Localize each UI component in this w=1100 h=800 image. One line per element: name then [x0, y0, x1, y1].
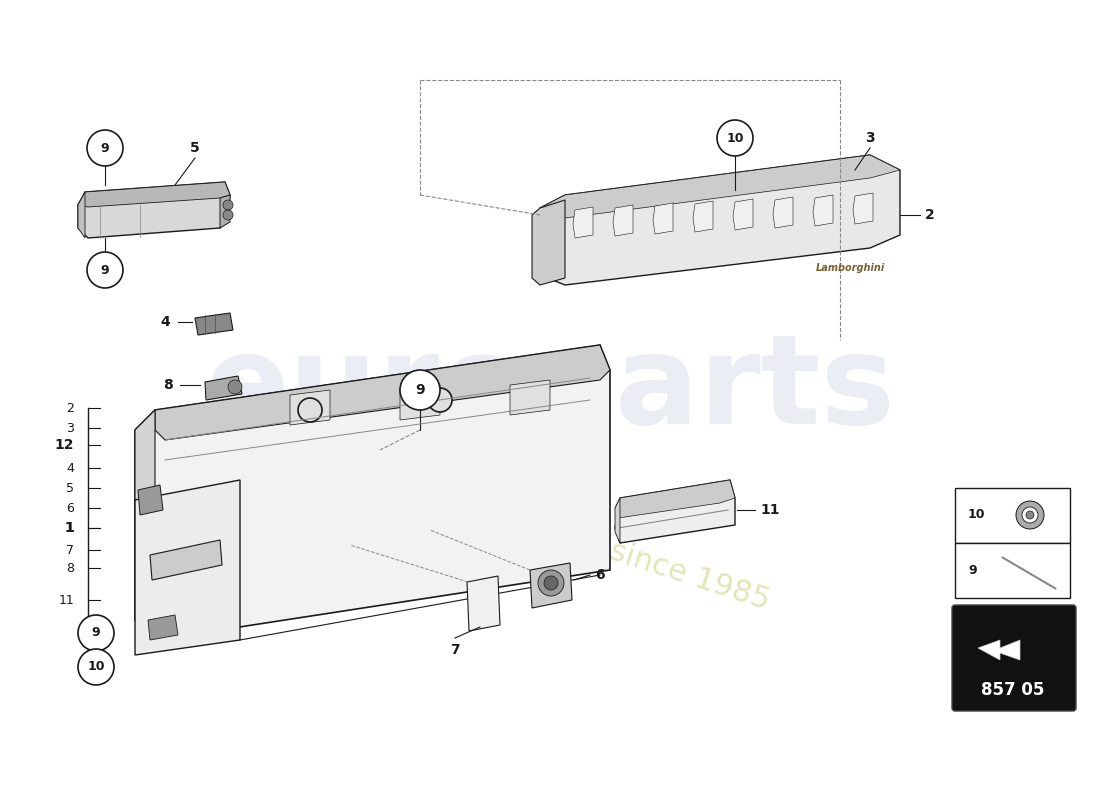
- Text: 9: 9: [968, 563, 977, 577]
- Polygon shape: [205, 376, 242, 400]
- Text: 6: 6: [66, 502, 74, 514]
- Text: 11: 11: [760, 503, 780, 517]
- Polygon shape: [78, 182, 230, 207]
- Circle shape: [298, 398, 322, 422]
- Text: 4: 4: [161, 315, 169, 329]
- Text: 8: 8: [163, 378, 173, 392]
- Polygon shape: [540, 155, 900, 285]
- Polygon shape: [135, 480, 240, 655]
- Text: 10: 10: [968, 509, 986, 522]
- Circle shape: [400, 370, 440, 410]
- Polygon shape: [220, 195, 230, 228]
- Text: 10: 10: [87, 661, 104, 674]
- Text: a passion for parts since 1985: a passion for parts since 1985: [327, 445, 773, 615]
- Polygon shape: [148, 615, 178, 640]
- Circle shape: [538, 570, 564, 596]
- Polygon shape: [150, 540, 222, 580]
- Circle shape: [87, 252, 123, 288]
- Polygon shape: [78, 192, 85, 238]
- Text: 5: 5: [190, 141, 200, 155]
- Polygon shape: [510, 380, 550, 415]
- Text: 857 05: 857 05: [981, 681, 1045, 699]
- Polygon shape: [615, 498, 620, 543]
- Text: 5: 5: [66, 482, 74, 494]
- Bar: [955, 488, 1070, 543]
- Circle shape: [228, 380, 242, 394]
- Text: 2: 2: [925, 208, 935, 222]
- Polygon shape: [532, 200, 565, 285]
- Polygon shape: [615, 480, 735, 543]
- Circle shape: [1016, 501, 1044, 529]
- Text: 9: 9: [101, 263, 109, 277]
- Polygon shape: [138, 485, 163, 515]
- Polygon shape: [613, 205, 632, 236]
- Polygon shape: [813, 195, 833, 226]
- Circle shape: [428, 388, 452, 412]
- Text: 7: 7: [66, 543, 74, 557]
- Polygon shape: [290, 390, 330, 425]
- Text: 4: 4: [66, 462, 74, 474]
- Text: 3: 3: [866, 131, 874, 145]
- Text: 8: 8: [66, 562, 74, 574]
- Polygon shape: [852, 193, 873, 224]
- Polygon shape: [573, 207, 593, 238]
- Polygon shape: [78, 182, 230, 238]
- Polygon shape: [400, 385, 440, 420]
- Polygon shape: [615, 480, 735, 518]
- Polygon shape: [693, 201, 713, 232]
- Text: 1: 1: [64, 521, 74, 535]
- Polygon shape: [530, 563, 572, 608]
- Polygon shape: [978, 640, 1020, 660]
- Circle shape: [78, 649, 114, 685]
- Polygon shape: [653, 203, 673, 234]
- Text: Lamborghini: Lamborghini: [815, 263, 884, 273]
- Text: 6: 6: [595, 568, 605, 582]
- Text: 11: 11: [58, 594, 74, 606]
- Polygon shape: [135, 410, 155, 640]
- Circle shape: [1026, 511, 1034, 519]
- Circle shape: [717, 120, 754, 156]
- Circle shape: [544, 576, 558, 590]
- Circle shape: [78, 615, 114, 651]
- Circle shape: [1022, 507, 1038, 523]
- Text: 7: 7: [450, 643, 460, 657]
- Text: 9: 9: [91, 626, 100, 639]
- Bar: [955, 543, 1070, 598]
- Polygon shape: [773, 197, 793, 228]
- Polygon shape: [468, 576, 500, 631]
- Polygon shape: [155, 345, 610, 440]
- FancyBboxPatch shape: [952, 605, 1076, 711]
- Circle shape: [87, 130, 123, 166]
- Text: 9: 9: [415, 383, 425, 397]
- Circle shape: [223, 210, 233, 220]
- Text: 1: 1: [64, 521, 74, 535]
- Text: 12: 12: [55, 438, 74, 452]
- Polygon shape: [195, 313, 233, 335]
- Text: 9: 9: [101, 142, 109, 154]
- Text: 10: 10: [726, 131, 744, 145]
- Polygon shape: [135, 345, 610, 640]
- Polygon shape: [733, 199, 754, 230]
- Text: 3: 3: [66, 422, 74, 434]
- Text: 2: 2: [66, 402, 74, 414]
- Circle shape: [223, 200, 233, 210]
- Polygon shape: [540, 155, 900, 218]
- Text: europarts: europarts: [205, 330, 895, 450]
